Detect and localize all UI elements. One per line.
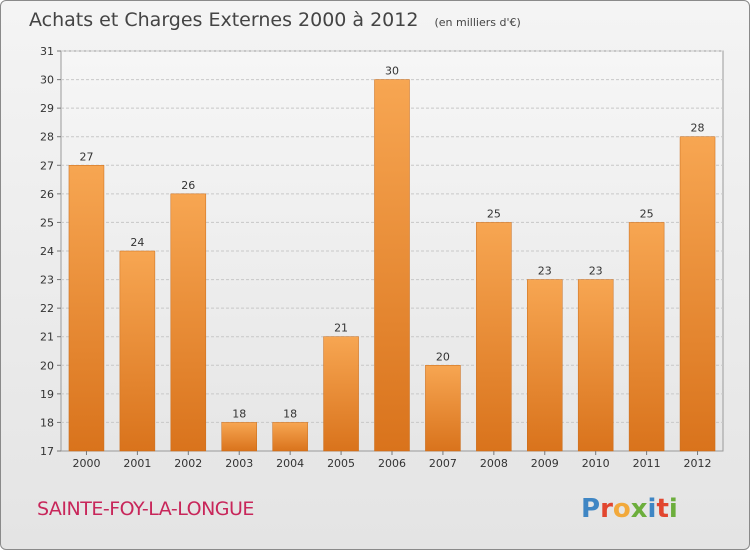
y-tick-label: 25 [40, 216, 54, 229]
logo-letter: P [581, 494, 600, 524]
bar-2010 [577, 279, 614, 452]
x-tick-label-2004: 2004 [276, 457, 304, 470]
value-label-2005: 21 [334, 322, 348, 335]
y-tick-label: 29 [40, 102, 54, 115]
x-tick-label-2007: 2007 [429, 457, 457, 470]
chart-title: Achats et Charges Externes 2000 à 2012 (… [29, 9, 521, 31]
bar-value-labels: 27 24 26 18 18 21 30 20 25 23 23 25 28 [79, 65, 704, 421]
bars [68, 79, 716, 452]
x-tick-label-2012: 2012 [684, 457, 712, 470]
y-axis-tick-labels: 17 18 19 20 21 22 23 24 25 26 27 28 29 30 31 [40, 45, 61, 458]
y-tick-label: 24 [40, 245, 54, 258]
value-label-2007: 20 [436, 350, 450, 363]
x-tick-label-2011: 2011 [633, 457, 661, 470]
logo-letter: r [600, 494, 613, 524]
y-tick-label: 23 [40, 274, 54, 287]
x-tick-label-2003: 2003 [225, 457, 253, 470]
value-label-2000: 27 [79, 150, 93, 163]
bar-2003 [221, 422, 257, 452]
proxiti-logo: Proxiti [581, 494, 678, 524]
logo-letter: o [613, 494, 631, 524]
x-tick-label-2000: 2000 [72, 457, 100, 470]
y-tick-label: 19 [40, 388, 54, 401]
value-label-2012: 28 [691, 122, 705, 135]
y-tick-label: 27 [40, 159, 54, 172]
bar-2009 [527, 279, 563, 452]
y-tick-label: 22 [40, 302, 54, 315]
x-tick-label-2005: 2005 [327, 457, 355, 470]
commune-name: SAINTE-FOY-LA-LONGUE [37, 498, 254, 520]
logo-letter: t [656, 494, 668, 524]
x-tick-label-2010: 2010 [582, 457, 610, 470]
logo-letter: i [648, 494, 657, 524]
bar-2011 [628, 222, 665, 452]
value-label-2004: 18 [283, 407, 297, 420]
x-tick-label-2009: 2009 [531, 457, 559, 470]
logo-letter: x [631, 494, 648, 524]
bar-2000 [68, 165, 105, 452]
value-label-2008: 25 [487, 207, 501, 220]
y-tick-label: 31 [40, 45, 54, 58]
y-tick-label: 30 [40, 74, 54, 87]
y-tick-label: 21 [40, 331, 54, 344]
value-label-2010: 23 [589, 265, 603, 278]
bar-2008 [476, 222, 512, 452]
bar-2001 [119, 250, 156, 452]
chart-subtitle: (en milliers d'€) [435, 16, 521, 29]
y-tick-label: 18 [40, 416, 54, 429]
y-tick-label: 28 [40, 131, 54, 144]
chart-title-text: Achats et Charges Externes 2000 à 2012 [29, 9, 418, 31]
x-tick-label-2008: 2008 [480, 457, 508, 470]
bar-2012 [679, 136, 716, 452]
value-label-2001: 24 [130, 236, 144, 249]
bar-2007 [425, 365, 461, 452]
value-label-2002: 26 [181, 179, 195, 192]
y-tick-label: 26 [40, 188, 54, 201]
x-tick-label-2006: 2006 [378, 457, 406, 470]
value-label-2011: 25 [640, 207, 654, 220]
logo-letter: i [669, 494, 678, 524]
bar-2004 [272, 422, 308, 452]
x-tick-label-2002: 2002 [174, 457, 202, 470]
bar-2002 [170, 193, 207, 452]
x-axis-tick-labels: 2000 2001 2002 2003 2004 2005 2006 2007 2008 2009… [72, 451, 712, 470]
bar-2006 [374, 79, 410, 452]
bar-2005 [323, 336, 359, 452]
value-label-2009: 23 [538, 265, 552, 278]
value-label-2006: 30 [385, 65, 399, 78]
value-label-2003: 18 [232, 407, 246, 420]
y-tick-label: 20 [40, 359, 54, 372]
y-tick-label: 17 [40, 445, 54, 458]
x-tick-label-2001: 2001 [123, 457, 151, 470]
